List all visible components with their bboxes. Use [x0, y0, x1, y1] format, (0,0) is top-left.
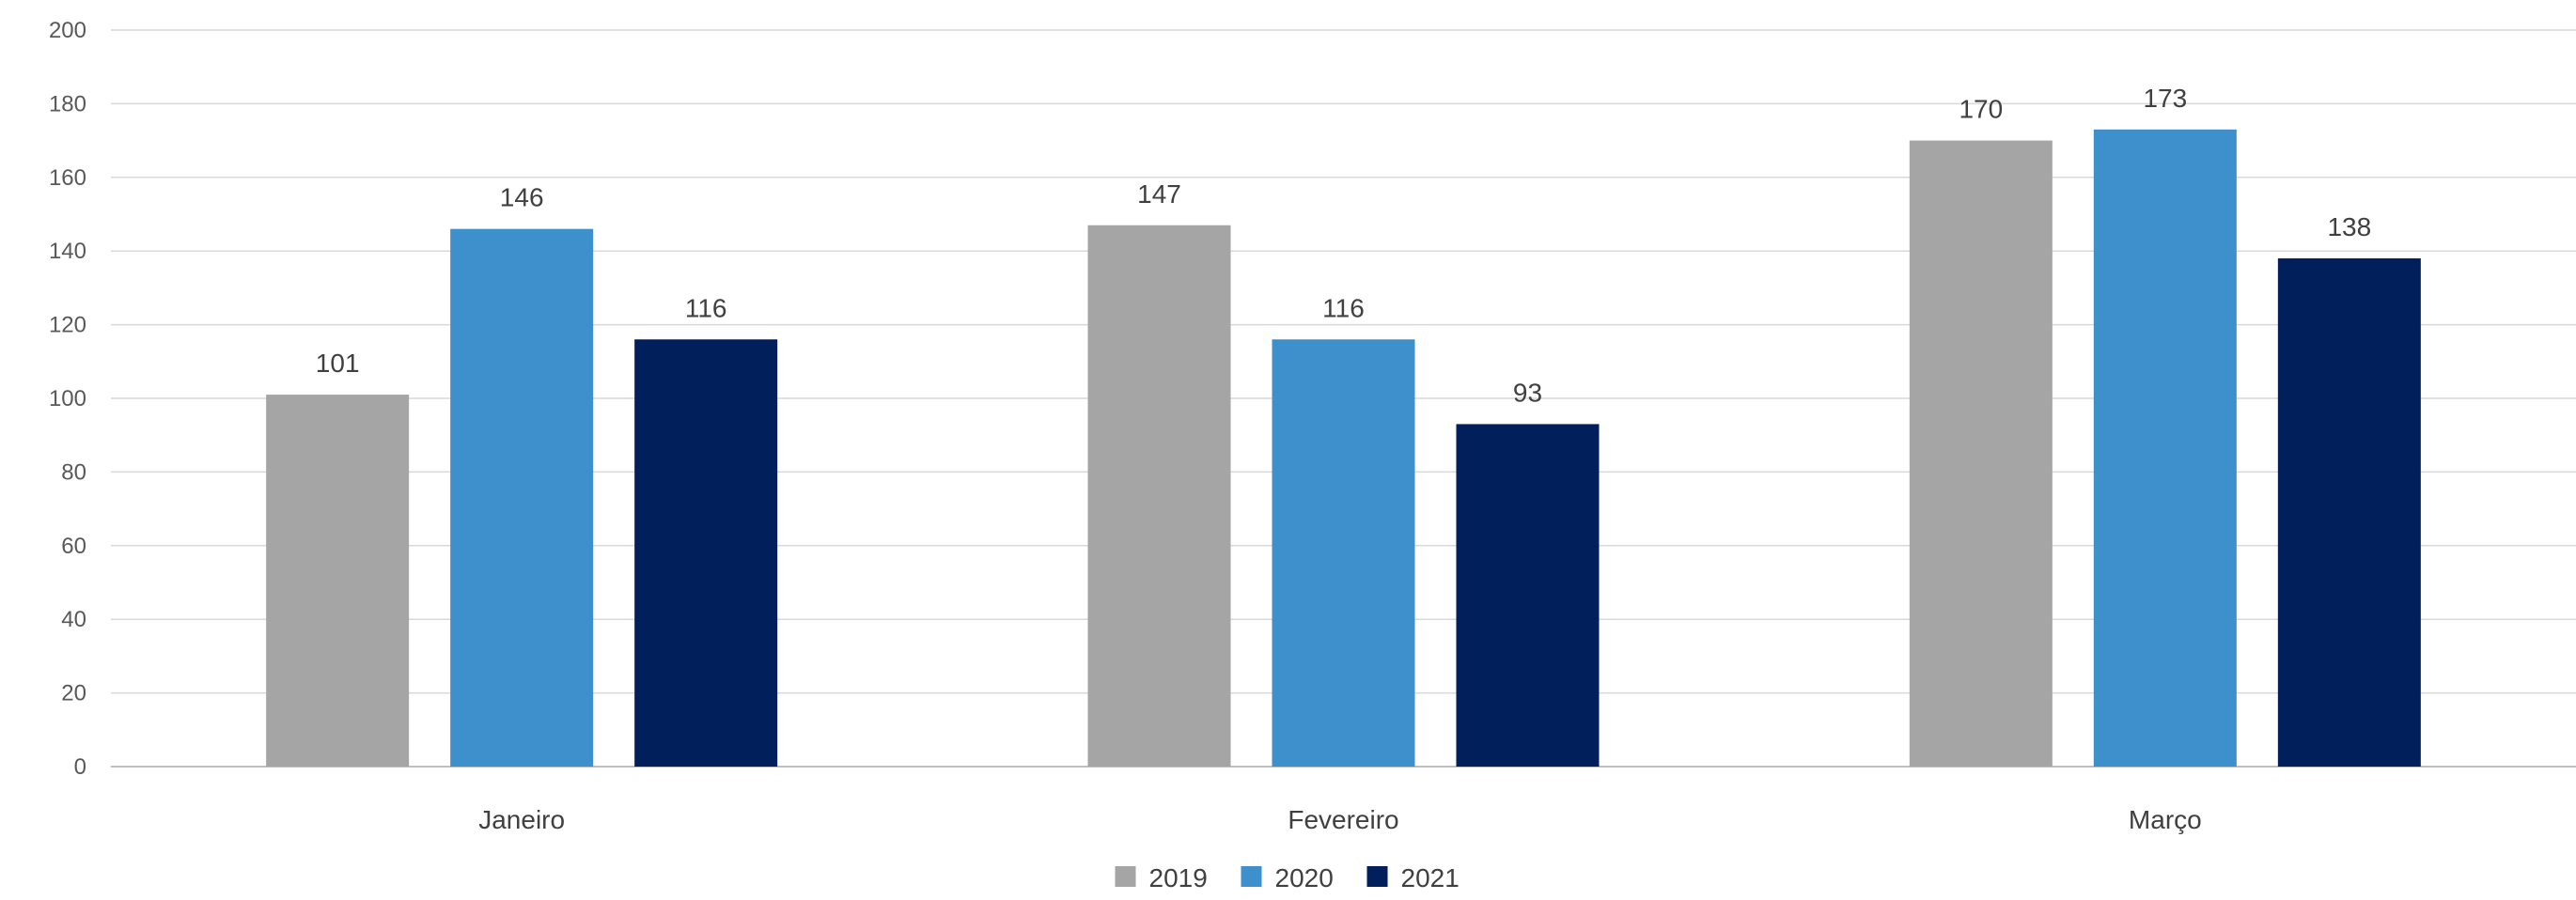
- data-label: 170: [1959, 95, 2003, 124]
- y-tick-label: 180: [49, 91, 86, 116]
- data-label: 116: [1322, 293, 1365, 322]
- y-tick-label: 120: [49, 313, 86, 338]
- data-label: 101: [316, 349, 360, 378]
- y-tick-label: 60: [61, 534, 86, 559]
- data-label: 138: [2327, 212, 2371, 241]
- legend-swatch: [1115, 866, 1136, 887]
- y-axis: 0 20 40 60 80 100 120 140 160 180 200: [49, 18, 86, 780]
- legend-label: 2021: [1401, 863, 1460, 892]
- legend-label: 2020: [1275, 863, 1334, 892]
- y-tick-label: 80: [61, 459, 86, 485]
- bar-2020-fevereiro: [1272, 339, 1415, 767]
- y-tick-label: 20: [61, 681, 86, 706]
- bar-2020-janeiro: [450, 228, 594, 767]
- bar-2019-fevereiro: [1087, 225, 1231, 767]
- bar-2021-março: [2277, 258, 2421, 767]
- legend-label: 2019: [1149, 863, 1208, 892]
- legend: 2019 2020 2021: [1115, 863, 1460, 892]
- x-tick-label: Março: [2129, 805, 2202, 834]
- bar-2021-fevereiro: [1456, 424, 1600, 767]
- y-tick-label: 100: [49, 386, 86, 411]
- y-tick-label: 140: [49, 239, 86, 264]
- y-tick-label: 0: [74, 754, 86, 780]
- x-tick-label: Fevereiro: [1288, 805, 1398, 834]
- bar-2021-janeiro: [634, 339, 778, 767]
- y-tick-label: 200: [49, 18, 86, 43]
- data-label: 147: [1137, 179, 1181, 209]
- legend-swatch: [1241, 866, 1262, 887]
- bar-2019-janeiro: [266, 395, 410, 767]
- bar-2019-março: [1909, 140, 2053, 768]
- bars: [266, 129, 2421, 768]
- y-tick-label: 40: [61, 607, 86, 632]
- bar-2020-março: [2093, 129, 2237, 768]
- y-tick-label: 160: [49, 165, 86, 191]
- data-label: 116: [685, 293, 727, 322]
- data-label: 93: [1513, 378, 1542, 407]
- x-axis: Janeiro Fevereiro Março: [478, 805, 2201, 834]
- data-label: 146: [500, 183, 544, 212]
- data-labels: 101 146 116 147 116 93 170 173 138: [316, 84, 2371, 408]
- data-label: 173: [2143, 84, 2187, 113]
- legend-swatch: [1366, 866, 1388, 887]
- x-tick-label: Janeiro: [478, 805, 565, 834]
